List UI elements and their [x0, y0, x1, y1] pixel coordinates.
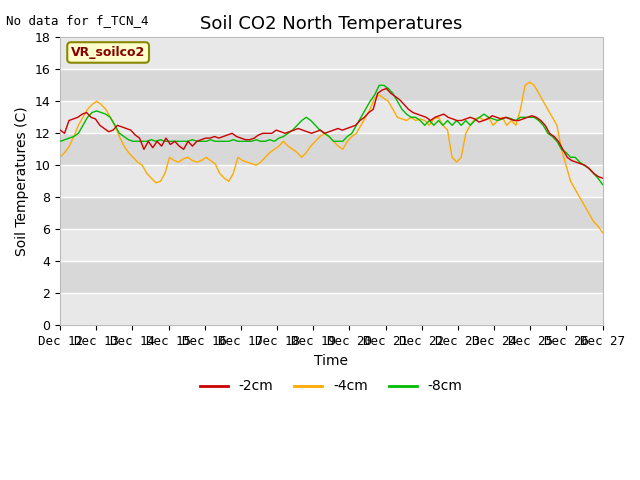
Bar [60, 101, 602, 133]
Bar [60, 229, 602, 261]
Bar [60, 133, 602, 165]
Text: No data for f_TCN_4: No data for f_TCN_4 [6, 14, 149, 27]
Bar [60, 165, 602, 197]
Legend: -2cm, -4cm, -8cm: -2cm, -4cm, -8cm [195, 374, 468, 399]
Text: VR_soilco2: VR_soilco2 [71, 46, 145, 59]
Bar [60, 197, 602, 229]
Title: Soil CO2 North Temperatures: Soil CO2 North Temperatures [200, 15, 463, 33]
Bar [60, 293, 602, 325]
Bar [60, 69, 602, 101]
X-axis label: Time: Time [314, 354, 348, 368]
Bar [60, 261, 602, 293]
Y-axis label: Soil Temperatures (C): Soil Temperatures (C) [15, 107, 29, 256]
Bar [60, 37, 602, 69]
